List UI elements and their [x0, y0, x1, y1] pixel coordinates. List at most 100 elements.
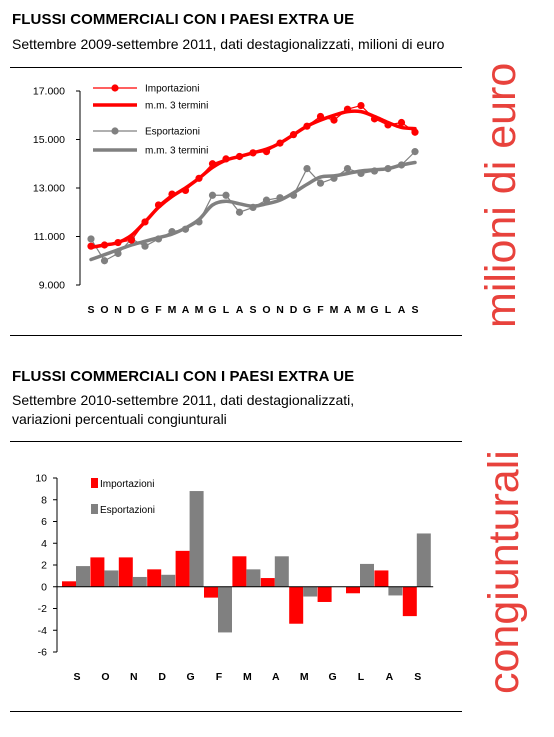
chart2-bar [317, 586, 332, 602]
chart2-bar [289, 586, 304, 624]
chart1-data-point [114, 238, 122, 247]
chart1-x-tick-label: M [330, 304, 339, 316]
chart2-bar [132, 576, 147, 587]
chart1-x-tick-label: G [370, 304, 378, 316]
chart1-bottom-rule [10, 335, 462, 336]
chart2-x-tick-label: O [101, 671, 109, 683]
chart2-y-tick-label: -6 [38, 647, 47, 659]
chart2-y-tick-label: 10 [35, 473, 47, 485]
chart1-x-tick-label: S [249, 304, 256, 316]
chart1-data-point [208, 191, 217, 199]
chart1-legend-label: m.m. 3 termini [145, 101, 208, 112]
chart1-data-point [330, 116, 338, 124]
chart1-x-tick-label: N [276, 304, 284, 316]
chart2-y-tick-label: -4 [38, 625, 47, 637]
chart2-y-tick-label: 8 [41, 494, 47, 506]
chart1-data-point [411, 128, 419, 136]
chart2-legend-label: Esportazioni [100, 505, 155, 516]
chart2-x-tick-label: M [243, 671, 252, 683]
chart2-legend-swatch [91, 478, 98, 488]
chart2-y-tick-label: 6 [41, 516, 47, 528]
chart1-data-point [397, 161, 406, 169]
chart1-data-point [330, 174, 338, 182]
chart1-x-tick-label: A [182, 304, 190, 316]
chart1-x-tick-label: S [87, 304, 94, 316]
chart1-data-point [262, 196, 271, 204]
chart1-data-point [249, 203, 257, 211]
chart2-x-tick-label: M [300, 671, 309, 683]
chart2-bar [246, 569, 261, 587]
chart2-bar [218, 586, 232, 633]
chart1-data-point [397, 118, 406, 127]
chart1-data-point [154, 201, 163, 209]
chart1-data-point [195, 218, 203, 226]
chart1-subtitle: Settembre 2009-settembre 2011, dati dest… [12, 36, 445, 52]
chart2-x-tick-label: N [130, 671, 138, 683]
chart1-legend-label: Importazioni [145, 84, 199, 95]
chart1-x-tick-label: L [223, 304, 230, 316]
chart1-data-point [370, 167, 379, 175]
chart1-title: FLUSSI COMMERCIALI CON I PAESI EXTRA UE [12, 11, 355, 28]
chart1-data-point [276, 194, 284, 202]
chart1-data-point [181, 186, 190, 195]
chart1-x-tick-label: F [317, 304, 324, 316]
chart1-data-point [235, 208, 244, 216]
chart1-x-tick-label: O [262, 304, 270, 316]
chart1-data-point [87, 242, 95, 250]
chart2-y-tick-label: 0 [41, 581, 47, 593]
chart2-title: FLUSSI COMMERCIALI CON I PAESI EXTRA UE [12, 368, 355, 385]
chart2-x-tick-label: S [414, 671, 421, 683]
chart1-data-point [411, 148, 419, 156]
chart1-data-point [343, 105, 352, 113]
chart1-data-point [384, 165, 392, 173]
chart2-legend-swatch [91, 504, 98, 514]
chart1-x-tick-label: N [114, 304, 122, 316]
chart2-bar [104, 570, 119, 587]
chart2-legend-label: Importazioni [100, 479, 154, 490]
chart1-x-tick-label: A [344, 304, 352, 316]
chart2-bar [175, 550, 190, 587]
chart1-data-point [195, 174, 203, 182]
chart1-data-point [208, 160, 217, 168]
chart2-bar [147, 569, 162, 587]
chart1-data-point [141, 218, 149, 226]
chart1-data-point [316, 112, 325, 121]
chart1-data-point [384, 121, 392, 129]
chart1-data-point [249, 149, 257, 157]
chart1-x-tick-label: M [168, 304, 177, 316]
chart2-top-rule [10, 441, 462, 442]
chart2-bar [388, 586, 403, 596]
chart1-x-tick-label: M [357, 304, 366, 316]
chart1-data-point [168, 228, 176, 236]
chart1-x-tick-label: F [155, 304, 162, 316]
chart2-side-label: congiunturali [480, 450, 528, 694]
chart1-x-tick-label: S [411, 304, 418, 316]
chart1-data-point [222, 191, 230, 199]
chart1-y-tick-label: 9.000 [39, 280, 65, 292]
chart1-x-tick-label: G [141, 304, 149, 316]
chart1-legend-label: Esportazioni [145, 127, 200, 138]
chart2-y-tick-label: 2 [41, 560, 47, 572]
chart2-subtitle-line1: Settembre 2010-settembre 2011, dati dest… [12, 392, 355, 408]
chart2-x-tick-label: S [73, 671, 80, 683]
chart1-x-tick-label: A [236, 304, 244, 316]
chart1-data-point [357, 169, 365, 178]
chart1-data-point [168, 190, 176, 198]
chart1-y-tick-label: 15.000 [33, 134, 65, 146]
chart1-x-tick-label: G [208, 304, 216, 316]
chart2-bar [118, 557, 133, 587]
chart2-y-tick-label: 4 [41, 538, 47, 550]
chart1-x-tick-label: D [128, 304, 136, 316]
chart1-side-label: milioni di euro [477, 62, 525, 328]
chart1-legend-marker [111, 127, 119, 135]
chart1-data-point [289, 131, 298, 139]
chart2-bar [303, 586, 318, 597]
chart1-data-point [343, 165, 352, 173]
chart2-bar [232, 556, 247, 587]
chart2-bar [76, 566, 90, 587]
chart2-bar [62, 581, 76, 587]
chart2-x-tick-label: G [329, 671, 337, 683]
chart1-top-rule [10, 67, 462, 68]
chart2-bar [416, 533, 431, 587]
